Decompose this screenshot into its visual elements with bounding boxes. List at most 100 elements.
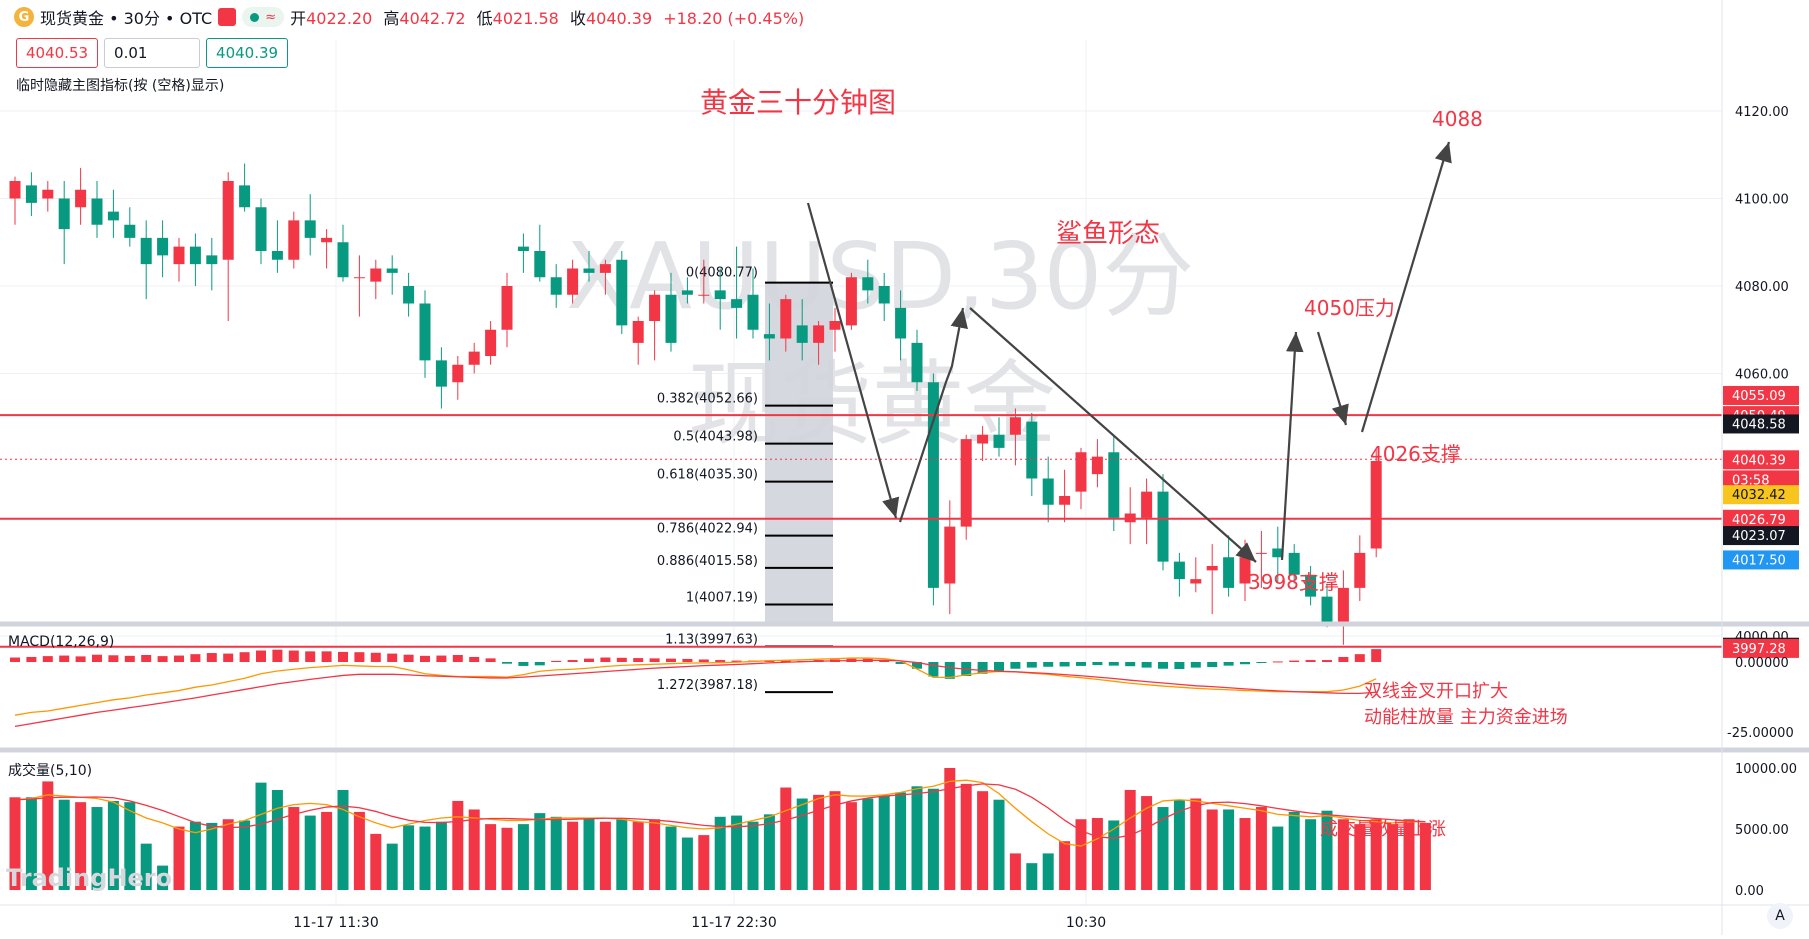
macd-histogram-bar <box>338 651 348 662</box>
close-label: 收 <box>569 9 586 28</box>
candle-body <box>107 211 119 221</box>
volume-bar <box>140 843 152 890</box>
volume-note: 成交量放量上涨 <box>1320 819 1446 840</box>
macd-histogram-bar <box>1338 656 1349 662</box>
macd-histogram-bar <box>108 655 119 662</box>
flag-icon[interactable] <box>218 8 237 26</box>
volume-tick-label: 5000.00 <box>1735 823 1789 838</box>
candle <box>698 259 710 304</box>
volume-bar <box>993 799 1005 890</box>
candle-body <box>157 237 169 256</box>
macd-note-2: 动能柱放量 主力资金进场 <box>1364 707 1568 728</box>
macd-histogram-bar <box>42 656 53 662</box>
candle <box>731 246 743 339</box>
candle <box>42 181 54 212</box>
macd-title[interactable]: MACD(12,26,9) <box>8 634 115 650</box>
macd-histogram-bar <box>141 655 152 662</box>
buy-button[interactable]: 4040.39 <box>206 38 289 68</box>
price-badge-text: 4017.50 <box>1732 553 1786 568</box>
candle <box>239 163 251 212</box>
volume-bar <box>829 791 841 890</box>
candle-body <box>780 299 792 339</box>
macd-histogram-bar <box>944 662 955 679</box>
macd-histogram-bar <box>551 660 562 662</box>
volume-ma5-line <box>14 779 1426 847</box>
macd-histogram-bar <box>1289 660 1300 662</box>
candle <box>763 303 775 361</box>
candle-body <box>452 364 464 383</box>
candle <box>370 259 382 300</box>
candle <box>583 251 595 282</box>
candle <box>813 321 825 365</box>
volume-bar <box>599 821 611 890</box>
volume-bar <box>189 821 201 890</box>
candle-body <box>91 198 103 225</box>
candle <box>829 307 841 352</box>
volume-bar <box>747 821 759 890</box>
macd-histogram-bar <box>994 662 1004 671</box>
candle-body <box>731 299 743 308</box>
price-badge-text: 03:58 <box>1732 473 1769 488</box>
candle-body <box>1059 496 1071 505</box>
volume-bar <box>731 815 743 890</box>
symbol-title[interactable]: 现货黄金 • 30分 • OTC <box>40 9 213 28</box>
volume-bar <box>1337 819 1349 890</box>
candle <box>517 233 529 273</box>
candle-body <box>1173 561 1185 580</box>
candle-body <box>25 185 37 203</box>
volume-bar <box>419 826 431 890</box>
volume-bar <box>927 788 939 890</box>
change-value: +18.20 (+0.45%) <box>663 9 805 28</box>
candle <box>75 167 87 225</box>
candle-body <box>534 251 546 278</box>
candle-body <box>1108 452 1120 518</box>
volume-bar <box>1042 853 1054 890</box>
volume-title[interactable]: 成交量(5,10) <box>8 763 93 779</box>
candle <box>501 272 513 348</box>
price-badge-text: 4023.07 <box>1732 529 1786 544</box>
volume-bar <box>1173 799 1185 890</box>
candle-body <box>616 259 628 326</box>
macd-histogram-bar <box>895 662 906 664</box>
candle <box>780 294 792 352</box>
volume-bar <box>255 782 267 890</box>
candle <box>1124 487 1136 545</box>
candle <box>304 194 316 256</box>
macd-histogram-bar <box>354 652 365 662</box>
volume-bar <box>1009 853 1021 890</box>
candle <box>567 259 579 304</box>
candle-body <box>698 294 710 296</box>
macd-histogram-bar <box>502 662 512 664</box>
price-badge-text: 4055.09 <box>1732 389 1786 404</box>
candle-body <box>649 294 661 321</box>
price-badge-bg <box>1723 470 1799 490</box>
candle <box>1091 439 1103 488</box>
price-tick-label: 4120.00 <box>1735 105 1789 120</box>
candle <box>140 220 152 300</box>
macd-histogram-bar <box>1256 662 1267 663</box>
auto-scale-button[interactable]: A <box>1767 903 1793 929</box>
candle <box>452 356 464 400</box>
volume-bar <box>1059 841 1071 890</box>
candle <box>927 373 939 606</box>
fib-level-label: 0(4080.77) <box>686 266 758 281</box>
sell-button[interactable]: 4040.53 <box>16 38 99 68</box>
quantity-input[interactable]: 0.01 <box>104 38 201 68</box>
macd-histogram-bar <box>682 658 693 662</box>
volume-bar <box>173 826 185 890</box>
price-badge-bg <box>1723 385 1799 405</box>
hidden-indicators-hint[interactable]: 临时隐藏主图指标(按 (空格)显示) <box>16 78 225 94</box>
volume-tick-label: 10000.00 <box>1735 762 1797 777</box>
macd-histogram-bar <box>584 658 594 662</box>
candle <box>1059 469 1071 523</box>
macd-histogram-bar <box>1174 662 1185 669</box>
high-label: 高 <box>383 9 400 28</box>
volume-bar <box>1288 811 1300 890</box>
candle-body <box>206 255 218 265</box>
candle <box>206 237 218 291</box>
market-status-pill[interactable]: ≈ <box>242 7 285 27</box>
candle-body <box>567 268 579 295</box>
candle <box>468 342 480 374</box>
